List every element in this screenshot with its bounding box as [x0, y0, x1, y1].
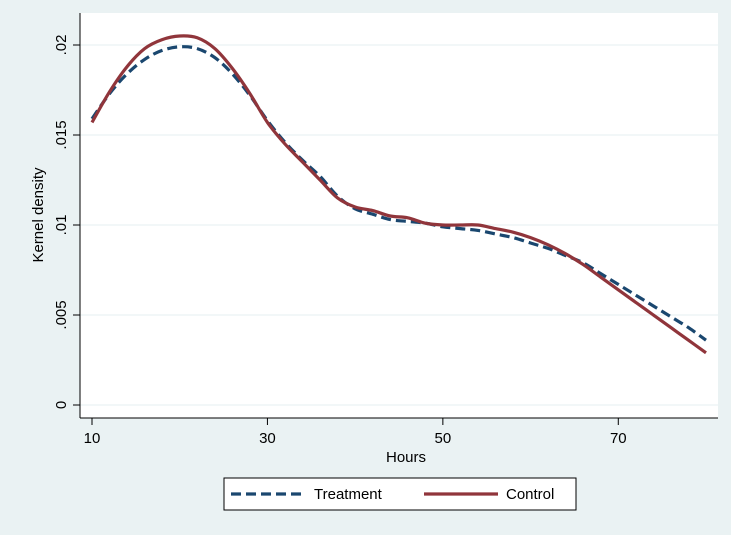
y-tick-label: .02 [53, 35, 70, 56]
axes [73, 13, 718, 425]
legend-label-control: Control [506, 486, 554, 503]
legend: Treatment Control [223, 477, 577, 511]
legend-label-treatment: Treatment [314, 486, 383, 503]
y-tick-labels: 0 .005 .01 .015 .02 [53, 35, 70, 410]
x-tick-label: 50 [435, 430, 452, 447]
y-tick-label: .01 [53, 215, 70, 236]
y-tick-label: .005 [53, 300, 70, 329]
series-line-control [90, 34, 707, 355]
grid-lines [80, 44, 718, 406]
x-axis-title: Hours [386, 449, 426, 466]
series-line-treatment [90, 45, 707, 342]
y-tick-label: 0 [53, 401, 70, 409]
x-tick-label: 10 [84, 430, 101, 447]
x-tick-label: 30 [259, 430, 276, 447]
x-tick-labels: 10 30 50 70 [84, 430, 627, 447]
series-lines [90, 34, 707, 355]
y-axis-title: Kernel density [30, 167, 47, 263]
y-tick-label: .015 [53, 120, 70, 149]
x-tick-label: 70 [610, 430, 627, 447]
